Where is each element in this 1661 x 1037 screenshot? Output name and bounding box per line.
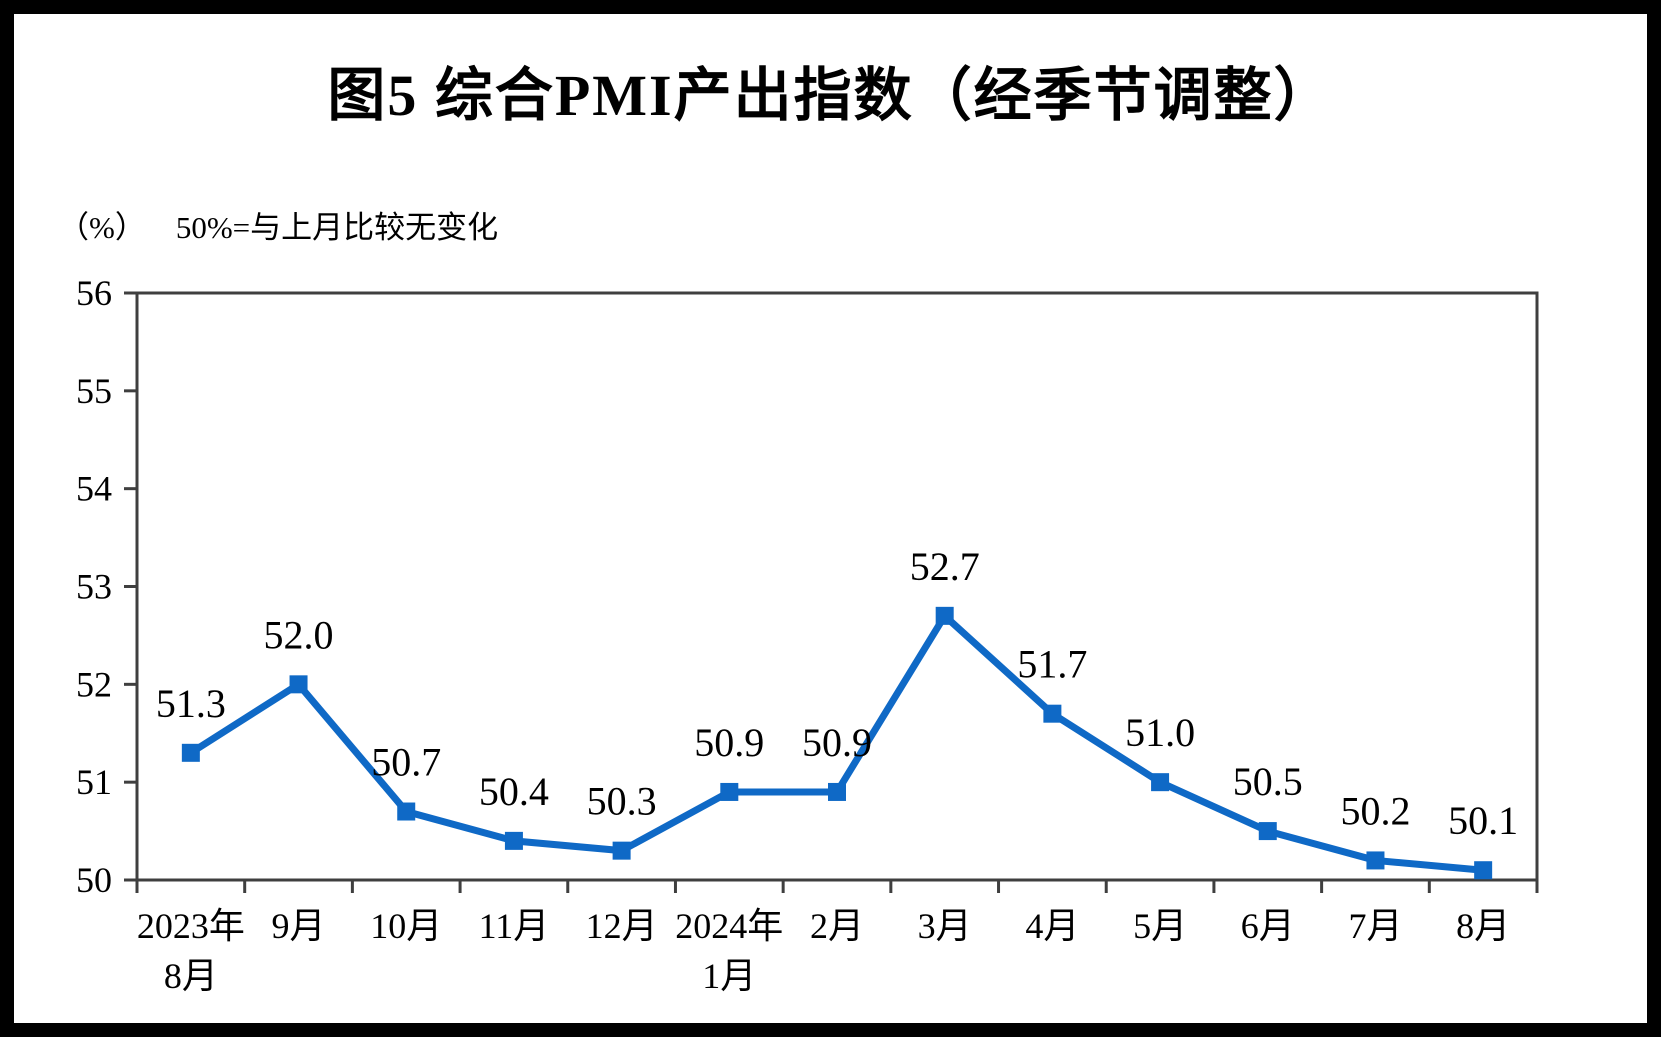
data-point-label: 52.0 [264, 612, 334, 657]
data-point-marker [1151, 773, 1170, 792]
data-point-label: 50.9 [802, 720, 872, 765]
y-axis-tick-label: 53 [76, 567, 112, 607]
x-axis-tick-label: 8月 [164, 956, 218, 996]
y-axis-tick-label: 51 [76, 762, 112, 802]
data-point-marker [720, 782, 739, 801]
y-axis-tick-label: 54 [76, 469, 112, 509]
x-axis-tick-label: 3月 [918, 906, 972, 946]
x-axis-tick-label: 4月 [1025, 906, 1079, 946]
x-axis-tick-label: 2月 [810, 906, 864, 946]
data-point-marker [1366, 851, 1385, 870]
data-point-marker [397, 802, 416, 821]
x-axis-tick-label: 12月 [586, 906, 658, 946]
data-point-marker [1258, 822, 1277, 841]
y-axis-unit-label: （%） [58, 210, 146, 245]
x-axis-tick-label: 1月 [702, 956, 756, 996]
data-point-label: 50.4 [479, 769, 549, 814]
x-axis-tick-label: 2023年 [137, 906, 245, 946]
data-point-marker [504, 831, 523, 850]
data-point-label: 50.3 [587, 779, 657, 824]
data-point-marker [828, 782, 846, 801]
x-axis-tick-label: 8月 [1456, 906, 1510, 946]
y-axis-tick-label: 56 [76, 273, 112, 313]
data-point-marker [289, 675, 308, 694]
reference-note: 50%=与上月比较无变化 [175, 210, 499, 245]
x-axis-tick-label: 9月 [272, 906, 326, 946]
data-point-label: 50.5 [1233, 759, 1303, 804]
y-axis-tick-label: 52 [76, 664, 112, 704]
data-point-label: 51.0 [1125, 710, 1195, 755]
data-point-label: 50.1 [1448, 798, 1518, 843]
x-axis-tick-label: 6月 [1241, 906, 1295, 946]
data-point-marker [181, 743, 200, 762]
data-point-marker [935, 606, 954, 625]
y-axis-tick-label: 55 [76, 371, 112, 411]
chart-subtitle: （%） 50%=与上月比较无变化 [58, 202, 498, 247]
x-axis-tick-label: 2024年 [675, 906, 783, 946]
data-point-label: 51.7 [1017, 642, 1087, 687]
data-point-marker [1474, 861, 1493, 880]
chart-title: 图5 综合PMI产出指数（经季节调整） [327, 63, 1334, 128]
data-point-label: 51.3 [156, 681, 226, 726]
data-point-marker [612, 841, 631, 860]
x-axis-tick-label: 5月 [1133, 906, 1187, 946]
y-axis-tick-label: 50 [76, 860, 112, 900]
x-axis-tick-label: 7月 [1348, 906, 1402, 946]
data-point-label: 52.7 [910, 544, 980, 589]
x-axis-tick-label: 10月 [370, 906, 442, 946]
data-point-marker [1043, 704, 1062, 723]
data-point-label: 50.9 [694, 720, 764, 765]
data-point-label: 50.7 [371, 740, 441, 785]
x-axis-tick-label: 11月 [479, 906, 550, 946]
data-point-label: 50.2 [1340, 788, 1410, 833]
